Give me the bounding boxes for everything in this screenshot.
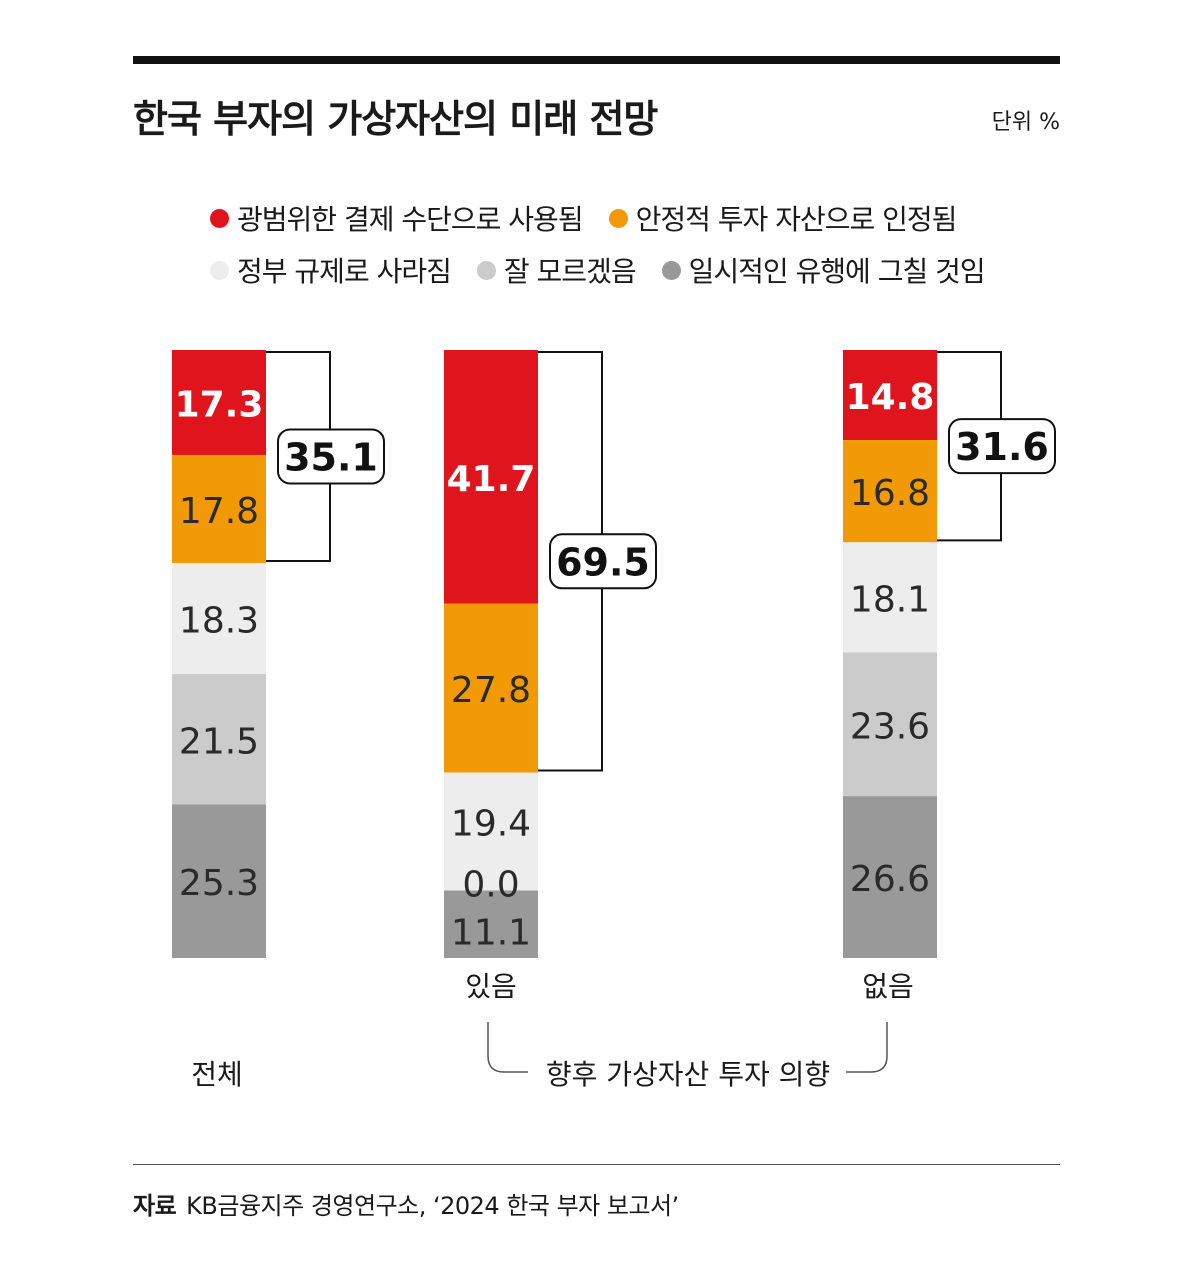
legend-dot-red	[210, 208, 229, 228]
legend-dot-light	[210, 260, 229, 280]
legend-item-unknown: 잘 모르겠음	[476, 250, 637, 290]
bar-segment	[172, 454, 266, 563]
legend-row-1: 광범위한 결제 수단으로 사용됨 안정적 투자 자산으로 인정됨	[210, 192, 1070, 244]
data-label: 27.8	[451, 670, 531, 711]
bar-segment	[444, 603, 538, 773]
data-label: 18.1	[850, 579, 930, 620]
stacked-bar-chart: 17.3 17.8 18.3 21.5 25.3 35.1 41.7 27.8 19.4 0.0 1…	[172, 350, 1056, 1091]
group-label: 향후 가상자산 투자 의향	[546, 1058, 830, 1091]
data-label: 17.8	[179, 491, 259, 532]
legend-item-regulation: 정부 규제로 사라짐	[210, 250, 452, 290]
bar-segment	[444, 350, 538, 604]
top-rule	[133, 56, 1060, 64]
bar-segment	[843, 652, 937, 797]
legend-label: 정부 규제로 사라짐	[237, 255, 452, 288]
category-label: 있음	[465, 970, 517, 1003]
legend-dot-mid	[476, 260, 496, 280]
legend-dot-orange	[608, 208, 628, 228]
data-label: 26.6	[850, 859, 930, 900]
bar-segment	[843, 350, 937, 441]
bar-segment	[172, 562, 266, 675]
bar-segment	[444, 772, 538, 891]
category-label: 없음	[862, 970, 914, 1003]
data-label: 16.8	[850, 473, 930, 514]
unit-label: 단위 %	[991, 110, 1060, 135]
legend-dot-dark	[661, 260, 681, 280]
bar-segment	[172, 350, 266, 455]
total-label: 69.5	[556, 540, 650, 584]
source-text: KB금융지주 경영연구소, ‘2024 한국 부자 보고서’	[186, 1192, 679, 1220]
legend-item-fad: 일시적인 유행에 그칠 것임	[661, 250, 986, 290]
bar-segment	[843, 796, 937, 958]
bar-segment	[444, 890, 538, 958]
legend-row-2: 정부 규제로 사라짐 잘 모르겠음 일시적인 유행에 그칠 것임	[210, 244, 1070, 296]
legend-label: 광범위한 결제 수단으로 사용됨	[237, 203, 584, 236]
chart-title: 한국 부자의 가상자산의 미래 전망	[133, 97, 658, 141]
data-label: 17.3	[175, 384, 264, 425]
data-label: 21.5	[179, 721, 259, 762]
group-bracket-right	[846, 1022, 888, 1073]
data-label: 23.6	[850, 706, 930, 747]
category-label: 전체	[191, 1058, 243, 1091]
bar-segment	[172, 674, 266, 805]
legend-label: 일시적인 유행에 그칠 것임	[688, 255, 986, 288]
legend: 광범위한 결제 수단으로 사용됨 안정적 투자 자산으로 인정됨 정부 규제로 …	[210, 192, 1070, 296]
source-line: 자료 KB금융지주 경영연구소, ‘2024 한국 부자 보고서’	[133, 1186, 679, 1221]
bottom-rule	[133, 1164, 1060, 1165]
bar-segment	[172, 804, 266, 958]
data-label: 0.0	[462, 865, 519, 906]
legend-item-payment: 광범위한 결제 수단으로 사용됨	[210, 198, 584, 238]
bar-segment	[843, 542, 937, 653]
source-label: 자료	[133, 1192, 177, 1220]
bar-segment	[843, 440, 937, 543]
data-label: 18.3	[179, 601, 259, 642]
data-label: 25.3	[179, 863, 259, 904]
total-box	[549, 533, 657, 590]
data-label: 14.8	[846, 377, 935, 418]
data-label: 11.1	[451, 912, 531, 953]
group-bracket-left	[487, 1022, 528, 1073]
data-label: 41.7	[447, 459, 536, 500]
total-box	[948, 418, 1056, 475]
total-box	[277, 428, 385, 485]
data-label: 19.4	[451, 804, 531, 845]
legend-label: 잘 모르겠음	[503, 255, 637, 288]
legend-label: 안정적 투자 자산으로 인정됨	[635, 203, 958, 236]
total-label: 31.6	[955, 425, 1049, 469]
legend-item-investment: 안정적 투자 자산으로 인정됨	[608, 198, 958, 238]
total-label: 35.1	[284, 435, 378, 479]
